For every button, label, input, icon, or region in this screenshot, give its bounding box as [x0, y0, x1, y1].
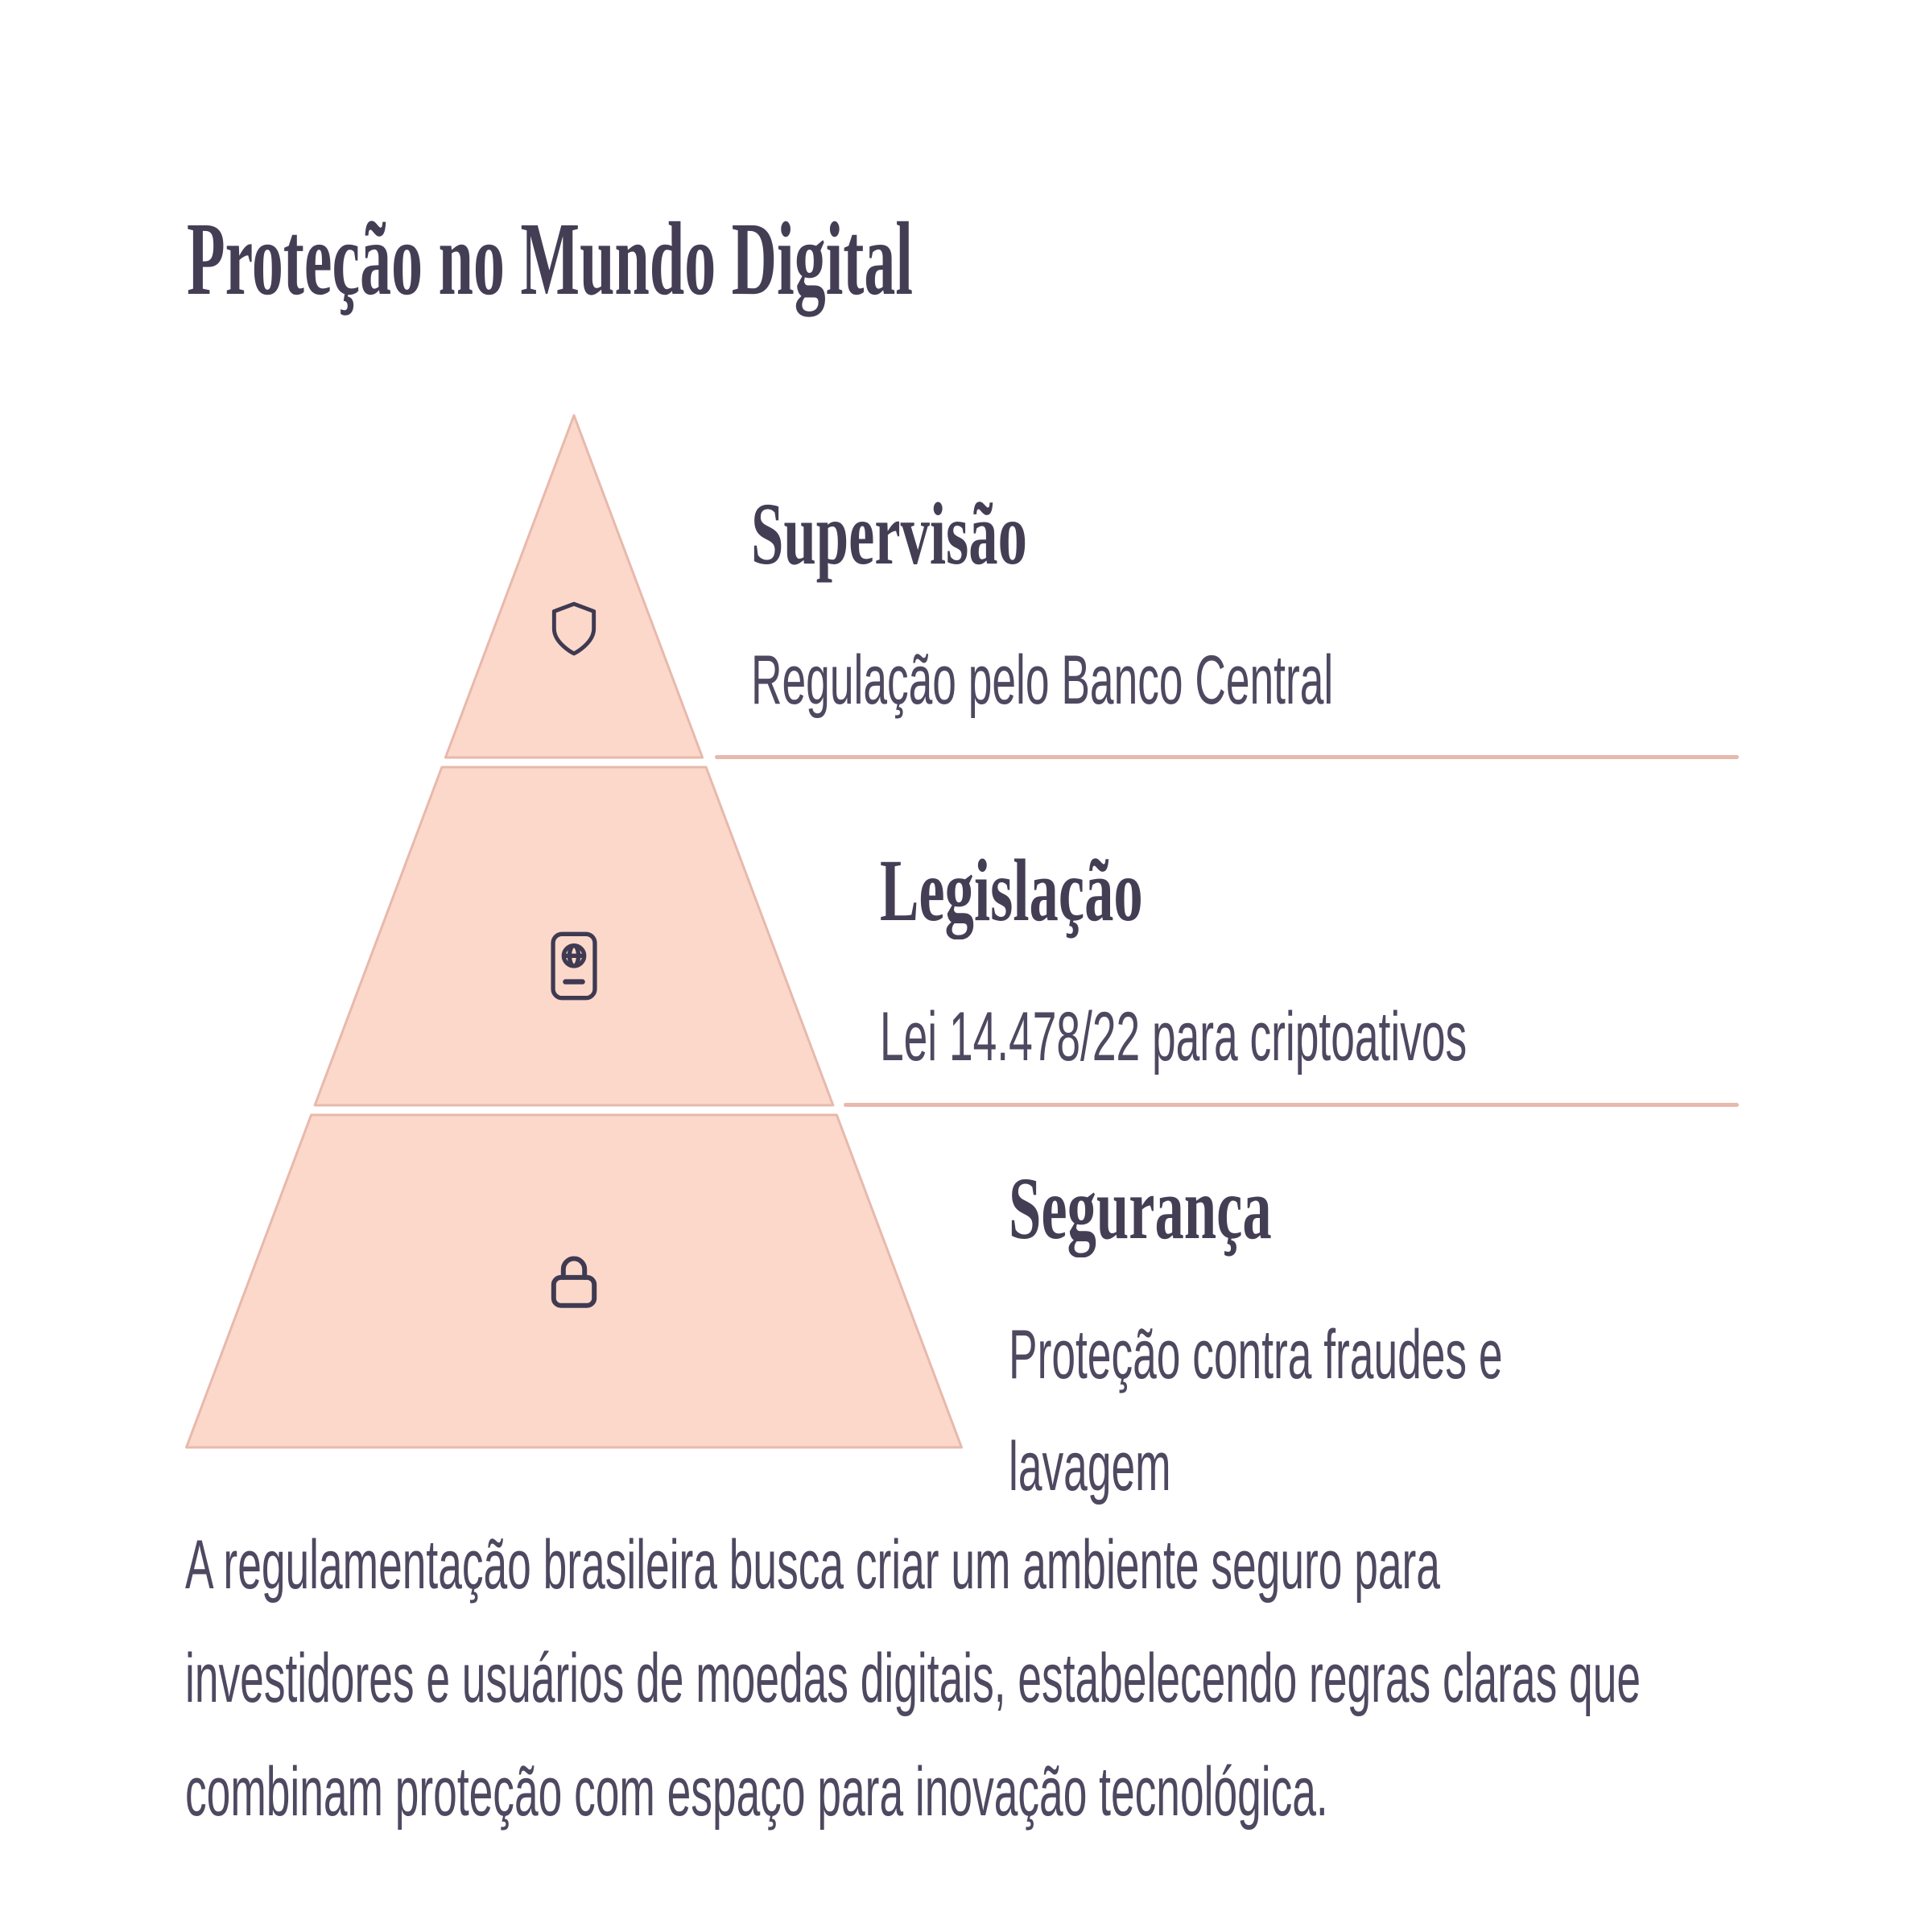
tier-separator-line-2: [844, 1103, 1739, 1107]
tier-supervisao-description: Regulação pelo Banco Central: [751, 642, 1334, 719]
pyramid-tier-bottom-shape: [185, 1113, 963, 1449]
pyramid-tier-top-shape: [444, 414, 704, 759]
tier-seguranca-description: Proteção contra fraudes e lavagem: [1009, 1316, 1503, 1506]
pyramid-diagram: [185, 414, 963, 1449]
tier-legislacao-heading: Legislação: [880, 841, 1143, 939]
shield-icon: [551, 601, 597, 656]
lock-icon: [551, 1256, 597, 1308]
tier-separator-line-1: [715, 755, 1739, 759]
tier-supervisao-block: Supervisão Regulação pelo Banco Central: [751, 489, 1690, 737]
tier-supervisao-heading: Supervisão: [751, 485, 1027, 583]
footer-paragraph: A regulamentação brasileira busca criar …: [185, 1526, 1641, 1831]
tier-seguranca-heading: Segurança: [1009, 1159, 1272, 1257]
passport-icon: [551, 931, 597, 1001]
tier-seguranca-block: Segurança Proteção contra fraudes e lava…: [1009, 1164, 1918, 1524]
pyramid-tier-middle-shape: [313, 766, 835, 1107]
tier-legislacao-description: Lei 14.478/22 para criptoativos: [880, 998, 1468, 1075]
tier-legislacao-block: Legislação Lei 14.478/22 para criptoativ…: [880, 846, 1827, 1093]
page-title: Proteção no Mundo Digital: [187, 201, 914, 317]
